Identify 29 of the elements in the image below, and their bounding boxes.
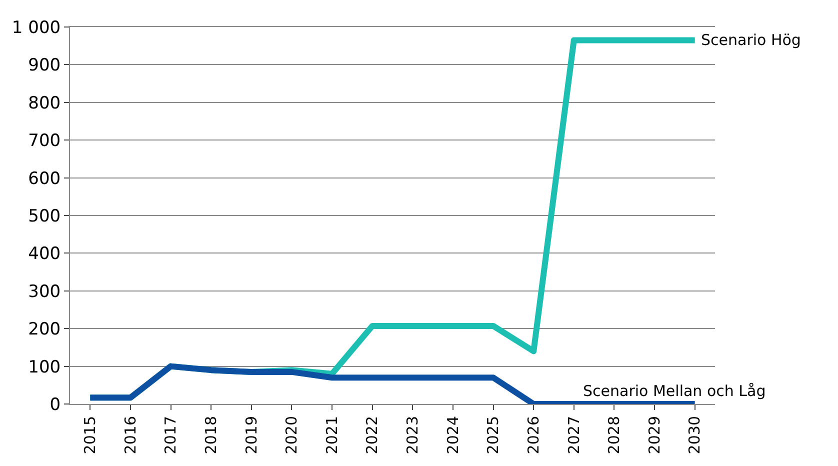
y-tick-label: 1 000: [12, 18, 61, 38]
y-tick-label: 200: [28, 320, 61, 340]
y-tick-label: 600: [28, 168, 61, 189]
x-tick-label: 2022: [363, 416, 382, 454]
y-tick-label: 900: [28, 56, 61, 76]
x-tick-label: 2017: [162, 416, 180, 454]
x-tick-label: 2027: [564, 416, 583, 454]
y-tick-label: 400: [28, 244, 61, 264]
x-tick-label: 2018: [202, 416, 220, 454]
y-tick-label: 300: [28, 282, 61, 302]
x-tick-label: 2024: [444, 416, 462, 454]
x-tick-label: 2023: [404, 416, 422, 454]
series-label: Scenario Mellan och Låg: [583, 382, 766, 400]
y-tick-label: 100: [28, 357, 61, 378]
x-tick-label: 2016: [121, 416, 140, 454]
y-tick-label: 700: [28, 131, 61, 152]
x-tick-label: 2015: [81, 416, 100, 454]
x-tick-label: 2025: [484, 416, 502, 454]
series-label: Scenario Hög: [701, 31, 801, 49]
x-tick-label: 2021: [322, 416, 341, 454]
y-tick-label: 0: [50, 394, 61, 415]
x-tick-label: 2019: [242, 416, 260, 454]
y-tick-label: 800: [28, 93, 61, 114]
x-tick-label: 2029: [645, 416, 664, 454]
x-tick-label: 2026: [524, 416, 542, 454]
x-tick-label: 2020: [282, 416, 301, 454]
y-tick-label: 500: [28, 206, 61, 226]
x-tick-label: 2028: [605, 416, 624, 454]
x-tick-label: 2030: [686, 416, 704, 454]
